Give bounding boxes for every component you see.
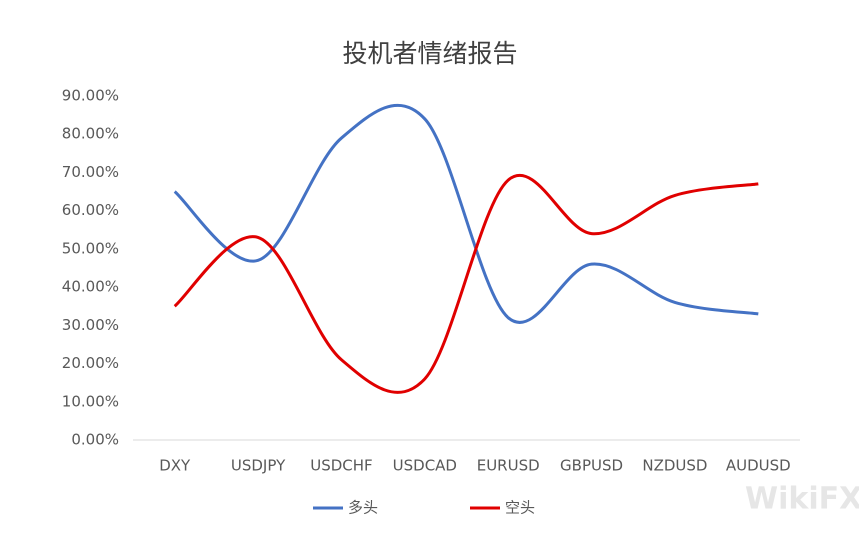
x-tick-label: NZDUSD — [642, 457, 707, 475]
y-tick-label: 30.00% — [62, 316, 119, 334]
y-tick-label: 60.00% — [62, 201, 119, 219]
chart-title: 投机者情绪报告 — [342, 39, 517, 68]
y-tick-label: 40.00% — [62, 278, 119, 296]
watermark: WikiFX — [745, 482, 859, 517]
y-tick-label: 70.00% — [62, 163, 119, 181]
line-series — [173, 173, 759, 394]
y-tick-label: 0.00% — [71, 431, 119, 449]
y-tick-label: 20.00% — [62, 354, 119, 372]
y-tick-label: 50.00% — [62, 239, 119, 257]
y-tick-label: 80.00% — [62, 125, 119, 143]
line-series — [173, 103, 759, 324]
legend-label: 空头 — [505, 499, 535, 517]
x-tick-label: USDCHF — [310, 457, 372, 475]
x-tick-label: AUDUSD — [726, 457, 791, 475]
y-tick-label: 90.00% — [62, 87, 119, 105]
x-tick-label: USDJPY — [231, 457, 286, 475]
x-tick-label: EURUSD — [477, 457, 540, 475]
y-tick-label: 10.00% — [62, 392, 119, 410]
x-tick-label: DXY — [159, 457, 191, 475]
x-tick-label: GBPUSD — [560, 457, 623, 475]
x-tick-label: USDCAD — [393, 457, 457, 475]
legend-label: 多头 — [348, 499, 378, 517]
